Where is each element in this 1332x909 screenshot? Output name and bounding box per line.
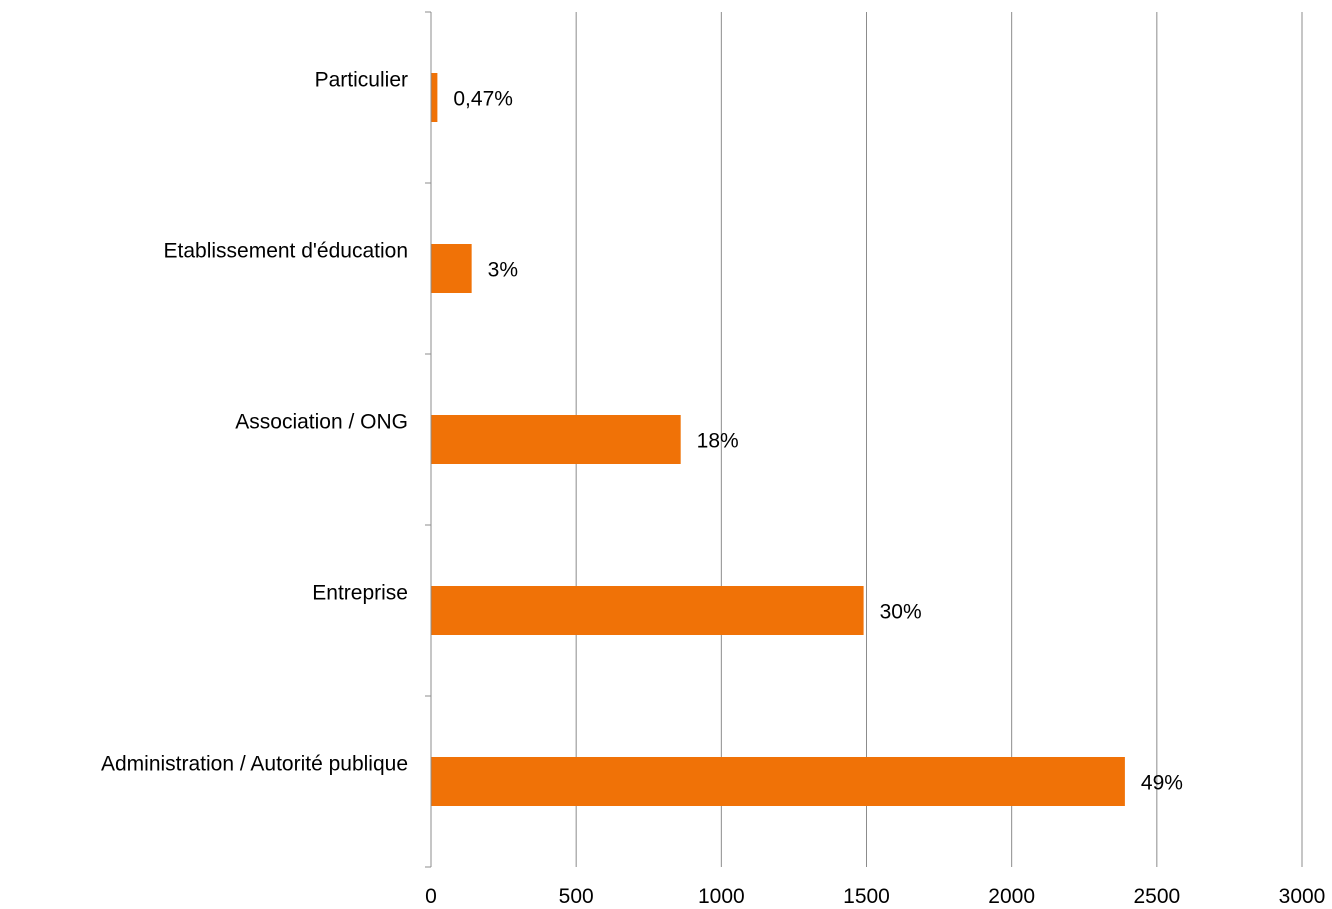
bars <box>431 73 1125 806</box>
x-tick-label: 1500 <box>843 885 890 908</box>
data-label: 3% <box>488 259 518 282</box>
x-tick-label: 0 <box>425 885 437 908</box>
category-axis <box>425 11 432 868</box>
bar <box>431 586 864 635</box>
data-label: 18% <box>697 430 739 453</box>
data-label: 0,47% <box>453 88 513 111</box>
bar <box>431 73 438 122</box>
bar <box>431 415 681 464</box>
data-label: 30% <box>880 601 922 624</box>
data-label: 49% <box>1141 772 1183 795</box>
x-tick-label: 2500 <box>1133 885 1180 908</box>
bar <box>431 244 472 293</box>
bar <box>431 757 1125 806</box>
category-label: Administration / Autorité publique <box>101 753 408 776</box>
x-tick-label: 500 <box>559 885 594 908</box>
x-tick-label: 3000 <box>1279 885 1326 908</box>
labels: 0 500 1000 1500 2000 2500 3000 Particulier 0,47%… <box>101 69 1325 909</box>
category-label: Etablissement d'éducation <box>164 240 409 263</box>
category-label: Particulier <box>315 69 408 92</box>
x-tick-label: 1000 <box>698 885 745 908</box>
category-label: Association / ONG <box>235 411 408 434</box>
x-tick-label: 2000 <box>988 885 1035 908</box>
gridlines <box>575 12 1303 867</box>
category-label: Entreprise <box>312 582 408 605</box>
